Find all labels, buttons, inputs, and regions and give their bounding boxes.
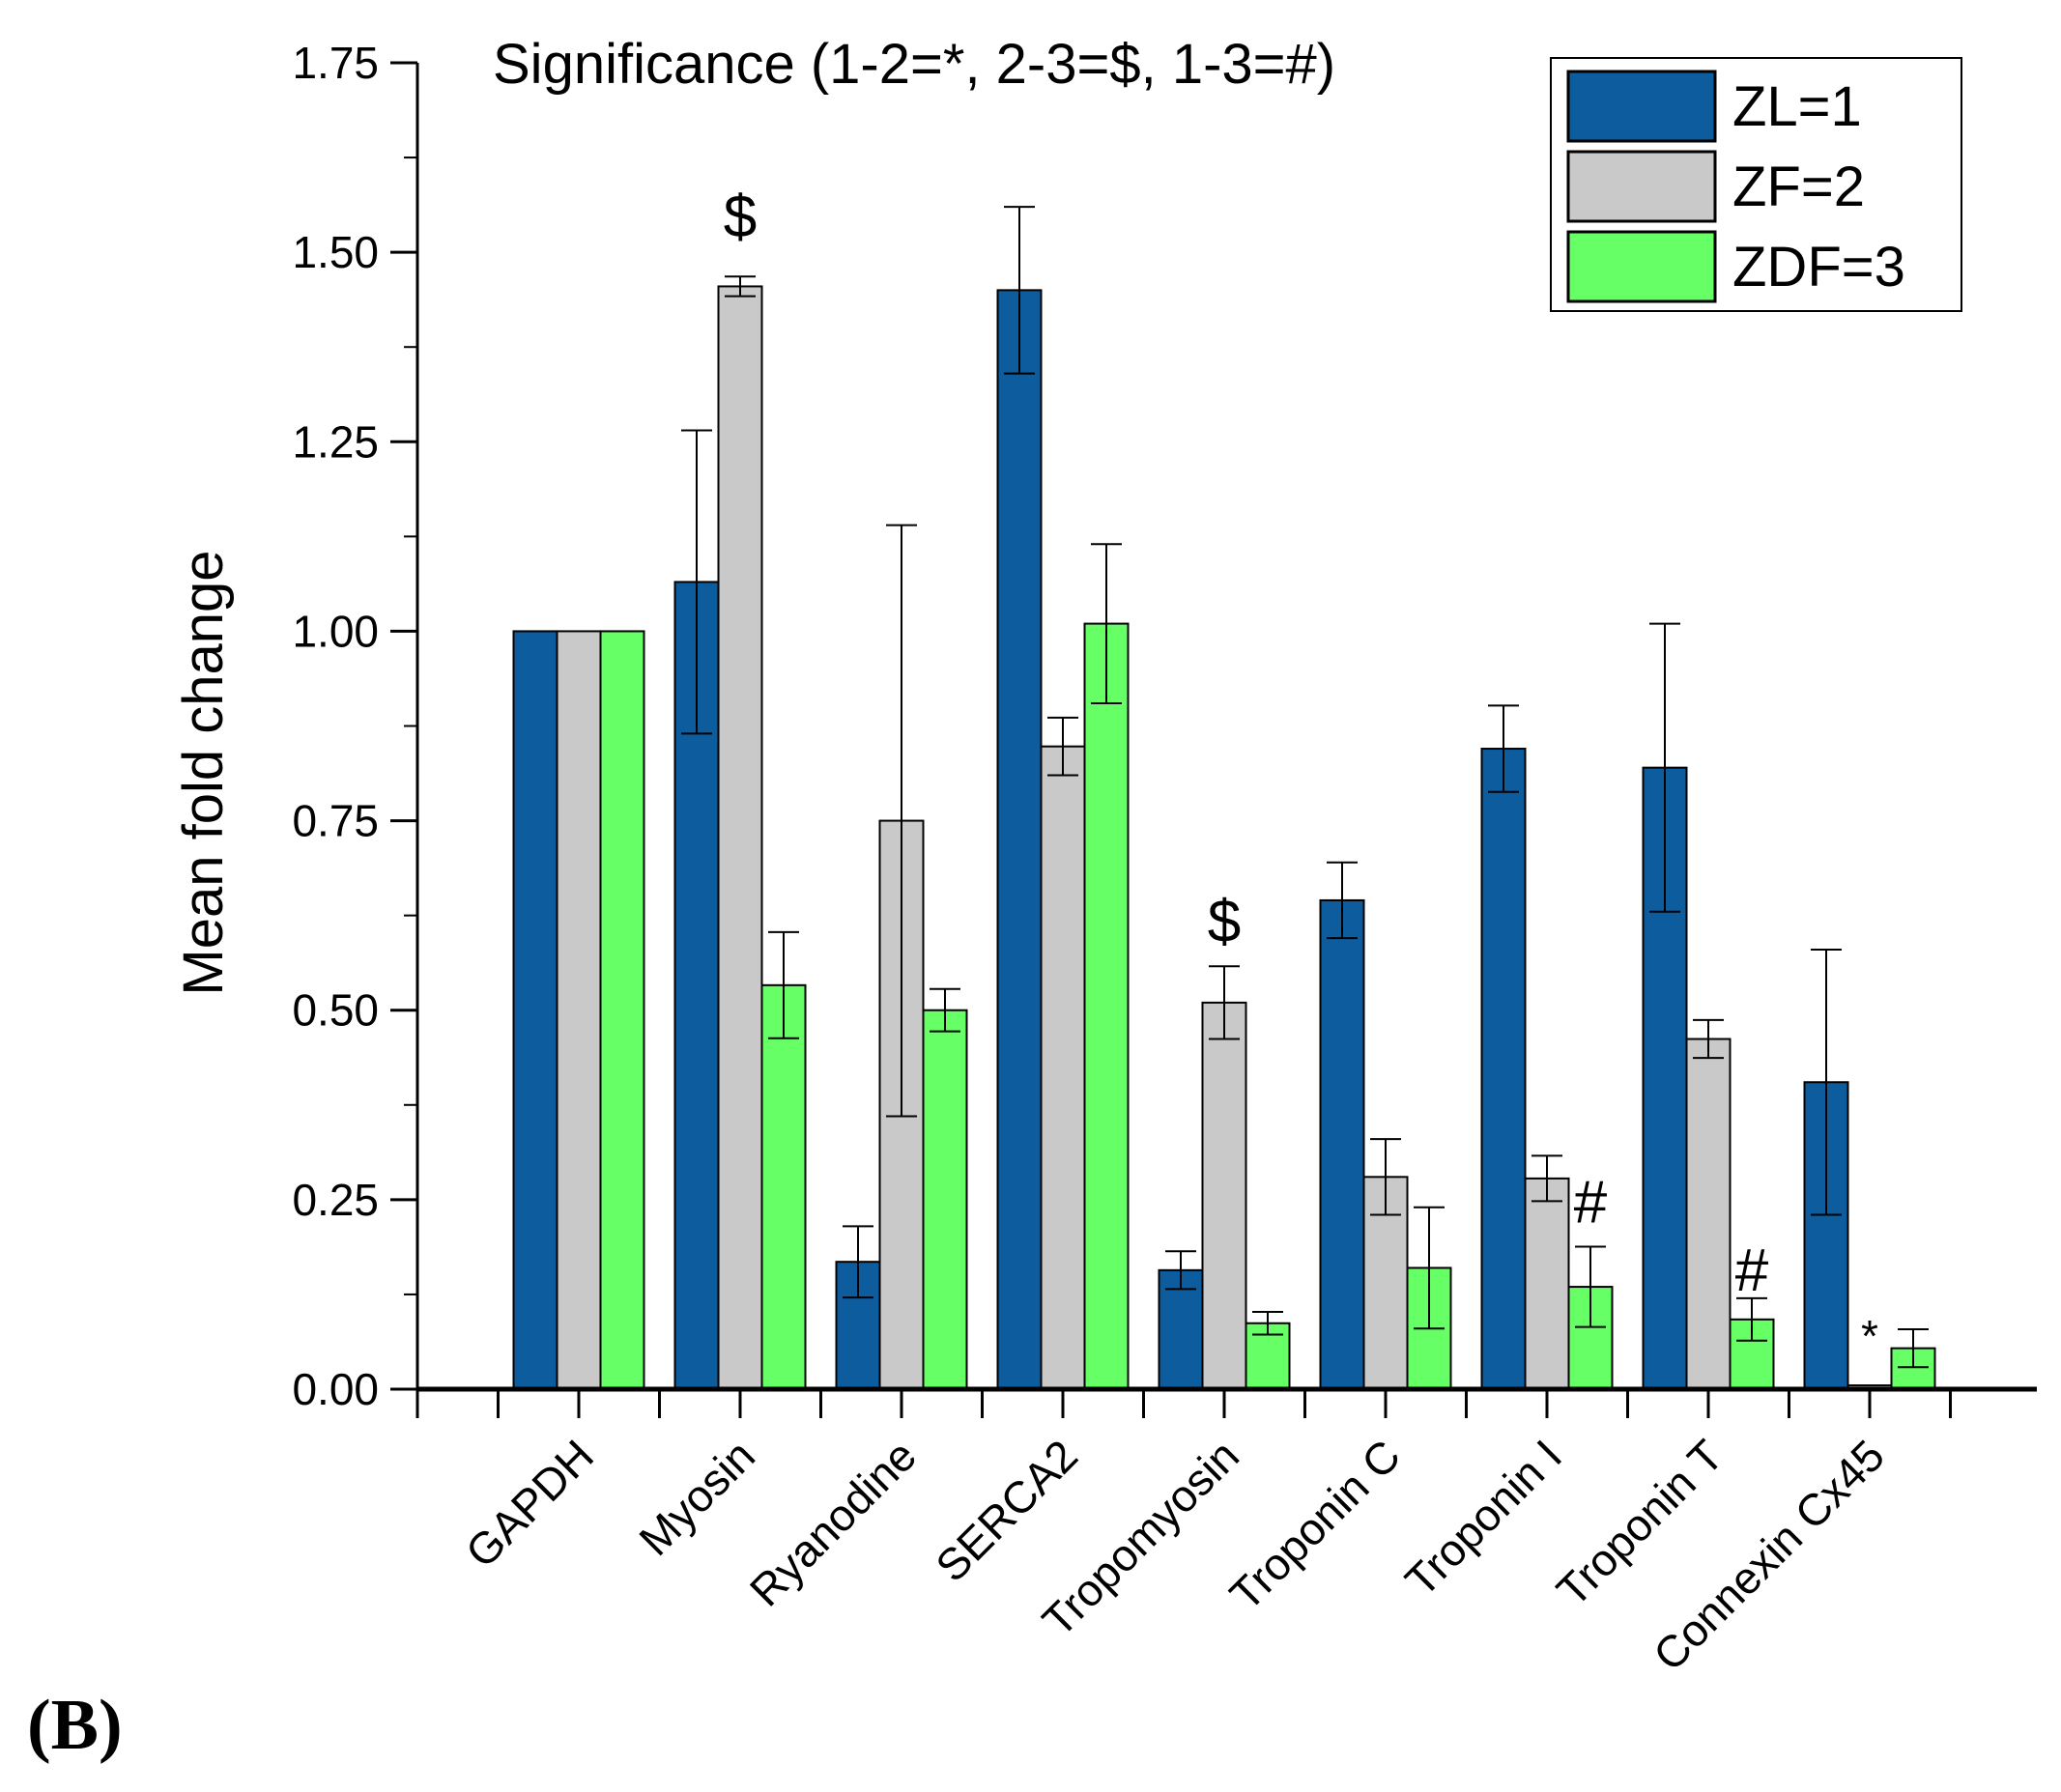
bar [556,630,602,1390]
y-tick-label: 1.25 [292,416,379,467]
y-axis-label: Mean fold change [172,550,235,995]
bar [512,630,558,1390]
bar [996,289,1043,1390]
legend-swatch [1566,70,1717,143]
bar [599,630,645,1390]
y-tick-label: 0.50 [292,985,379,1036]
bar [717,285,763,1390]
significance-annotations: $ $ # # * [724,184,1878,1360]
legend: ZL=1 ZF=2 ZDF=3 [1550,57,1962,312]
bar [1480,748,1527,1390]
bar [1083,622,1130,1390]
legend-swatch [1566,150,1717,223]
significance-marker: * [1861,1311,1878,1361]
legend-swatch [1566,230,1717,303]
bar [760,983,807,1390]
bar [1040,745,1086,1390]
y-tick-label: 0.25 [292,1175,379,1225]
y-tick-label: 0.75 [292,796,379,846]
legend-label: ZL=1 [1732,75,1862,138]
bar [1524,1177,1570,1391]
significance-marker: $ [724,184,757,250]
y-tick-label: 0.00 [292,1364,379,1414]
y-tick-label: 1.00 [292,606,379,656]
legend-label: ZF=2 [1732,156,1865,218]
error-bars-layer [681,206,1929,1369]
chart-title: Significance (1-2=*, 2-3=$, 1-3=#) [493,33,1335,96]
bar [1201,1001,1247,1390]
y-tick-label: 1.75 [292,38,379,88]
y-tick-label: 1.50 [292,227,379,277]
legend-label: ZDF=3 [1732,236,1905,299]
significance-marker: # [1574,1169,1608,1236]
significance-marker: # [1735,1237,1769,1304]
panel-label: (B) [27,1686,123,1765]
bar [1685,1038,1732,1390]
bar [922,1009,968,1390]
significance-marker: $ [1208,889,1241,955]
bar [1319,898,1365,1390]
bars-layer [512,285,1936,1391]
